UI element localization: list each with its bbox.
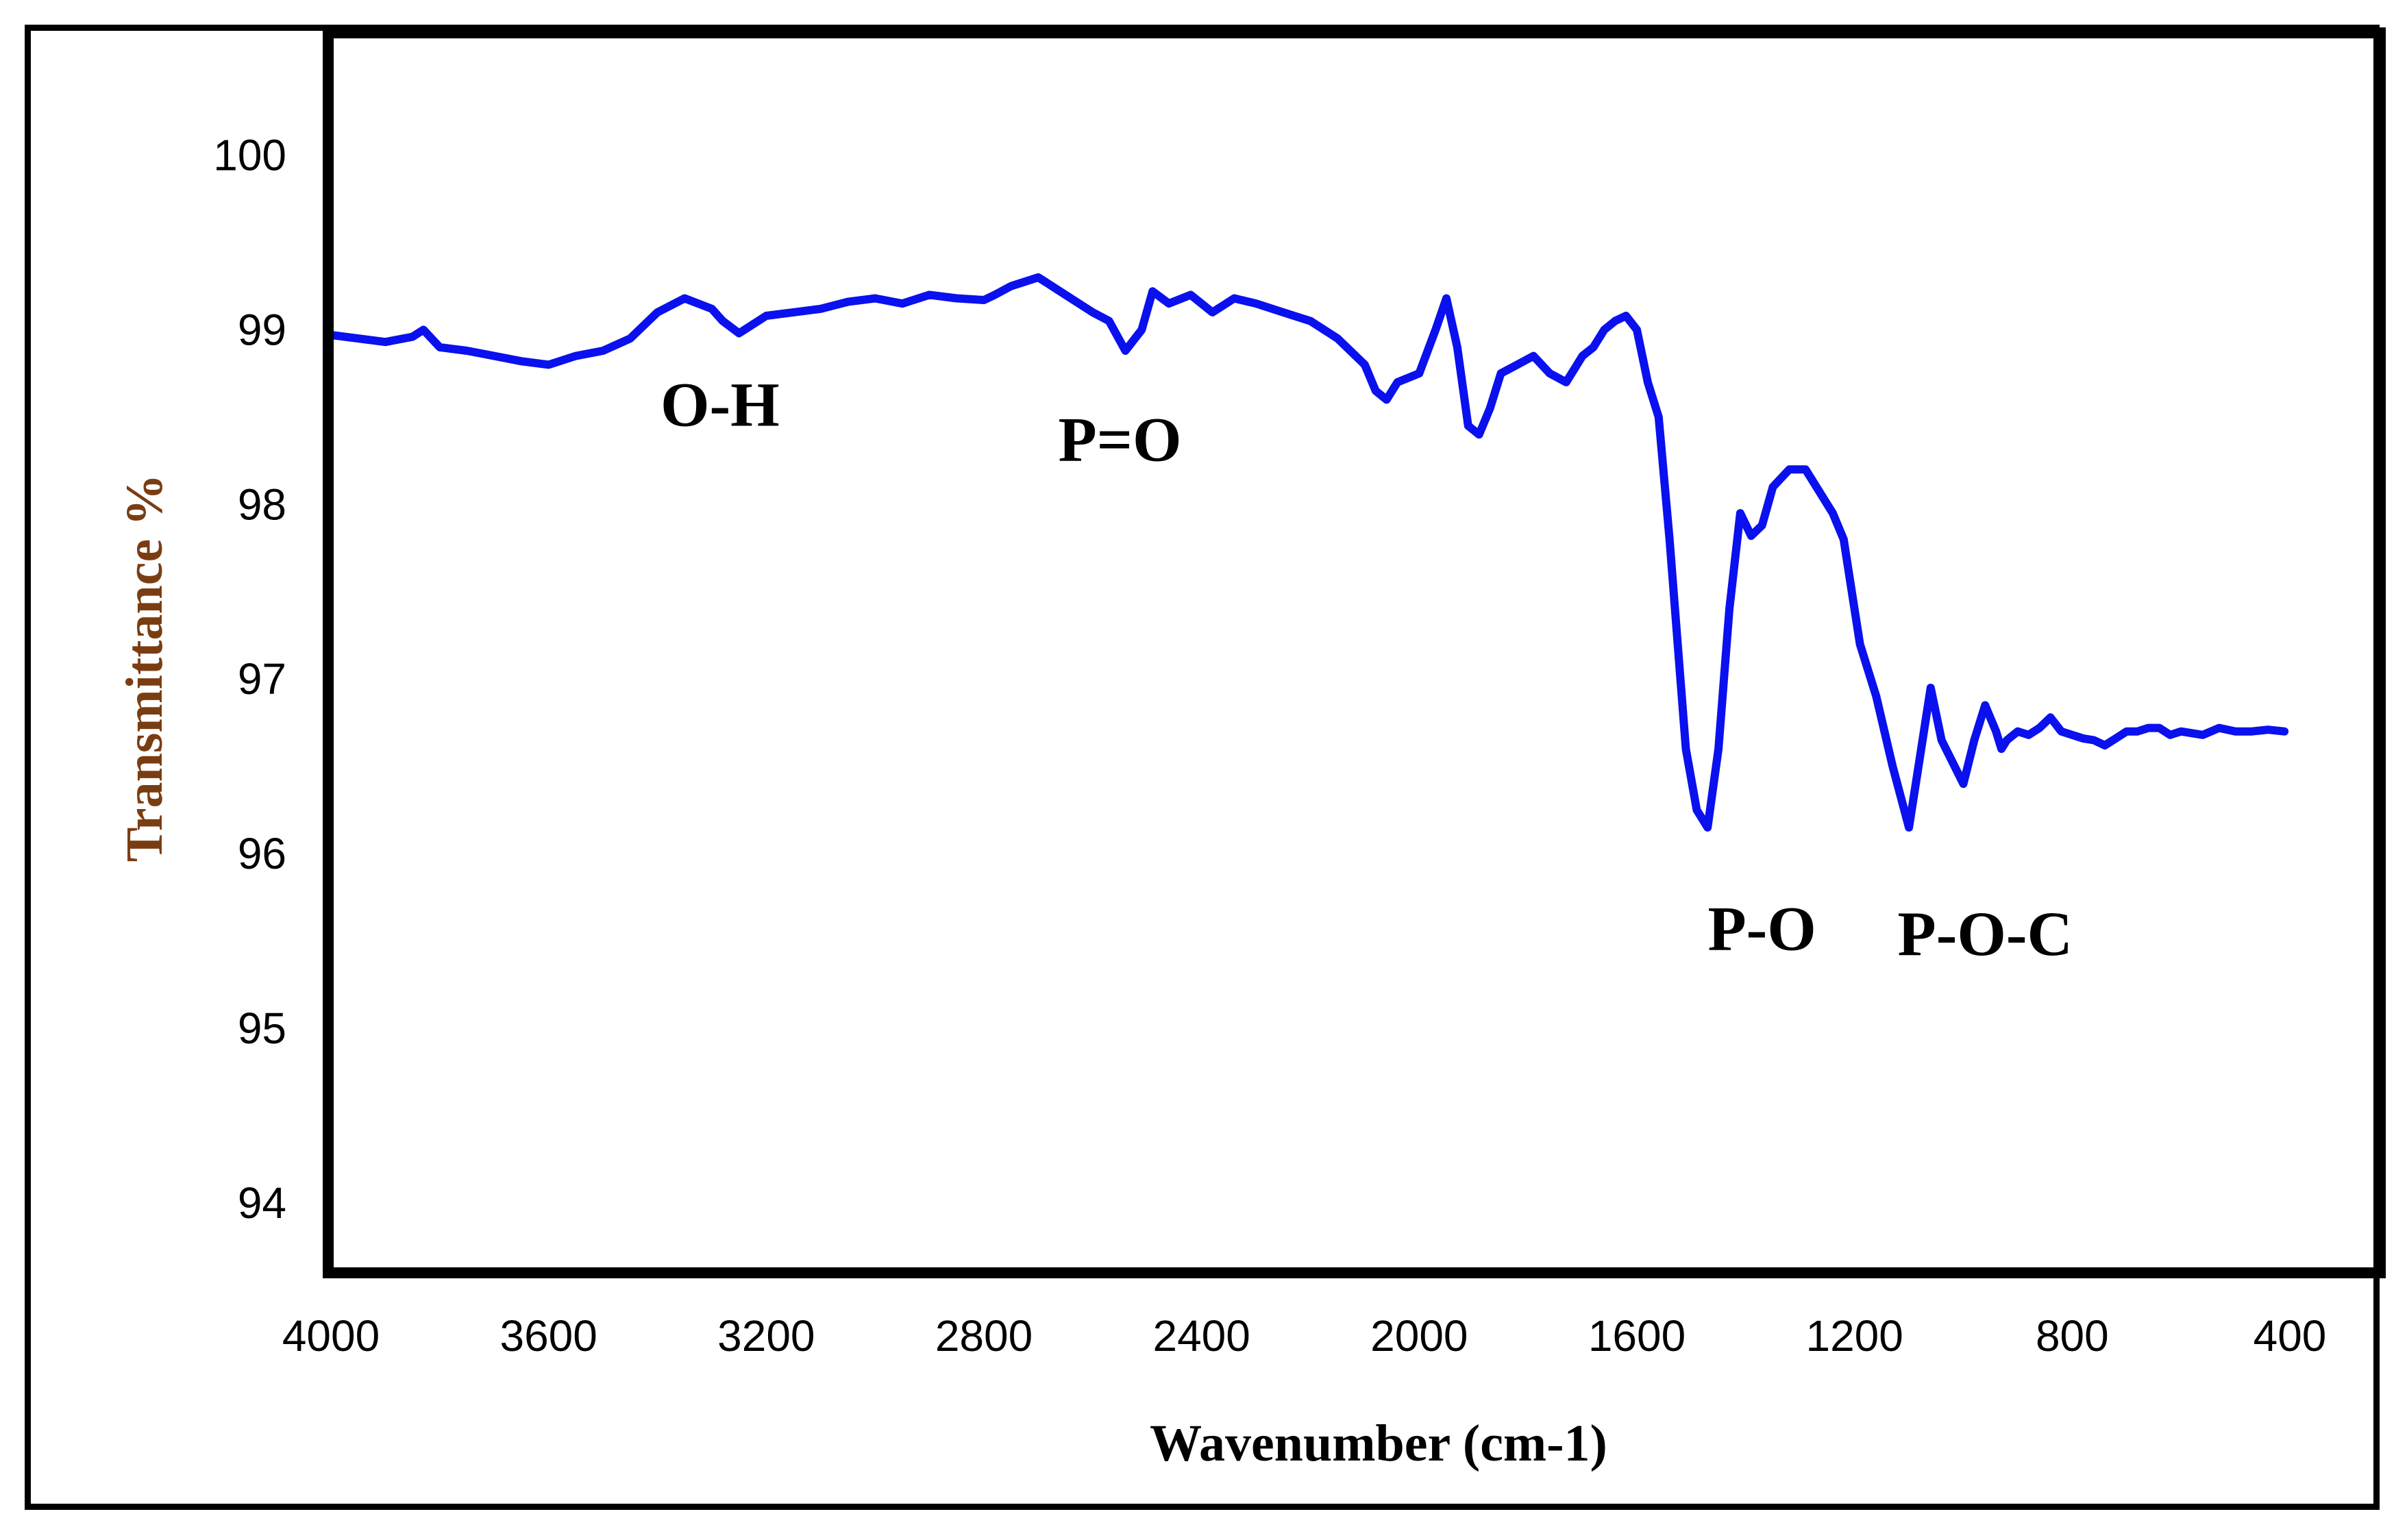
- transmittance-series-line: [327, 273, 2289, 832]
- y-tick-label: 97: [238, 654, 286, 704]
- y-axis-title: Transmittance %: [116, 474, 173, 862]
- peak-annotation: O-H: [661, 370, 780, 440]
- x-tick-label: 3600: [499, 1311, 597, 1361]
- x-axis-title: Wavenumber (cm-1): [1150, 1415, 1607, 1472]
- peak-annotation: P-O-C: [1898, 899, 2073, 969]
- x-tick-label: 4000: [282, 1311, 380, 1361]
- x-tick-label: 2000: [1370, 1311, 1468, 1361]
- y-tick-label: 98: [238, 480, 286, 529]
- x-tick-label: 3200: [717, 1311, 815, 1361]
- x-tick-label: 800: [2036, 1311, 2109, 1361]
- x-tick-label: 2800: [935, 1311, 1033, 1361]
- peak-annotation: P=O: [1058, 405, 1181, 475]
- y-tick-label: 100: [213, 130, 286, 179]
- x-tick-label: 400: [2254, 1311, 2327, 1361]
- x-tick-label: 2400: [1152, 1311, 1250, 1361]
- y-tick-label: 94: [238, 1178, 286, 1228]
- plot-frame: [323, 27, 2386, 1278]
- x-tick-label: 1600: [1588, 1311, 1686, 1361]
- x-tick-label: 1200: [1805, 1311, 1903, 1361]
- peak-annotation: P-O: [1707, 893, 1816, 963]
- y-tick-label: 96: [238, 829, 286, 878]
- y-tick-label: 99: [238, 305, 286, 354]
- y-tick-label: 95: [238, 1004, 286, 1053]
- x-tick-labels: 4000 3600 3200 2800 2400 2000 1600 1200 800 400: [282, 1311, 2327, 1361]
- peak-annotations: O-H P=O P-O P-O-C: [661, 370, 2073, 969]
- y-tick-labels: 94 95 96 97 98 99 100: [213, 130, 286, 1228]
